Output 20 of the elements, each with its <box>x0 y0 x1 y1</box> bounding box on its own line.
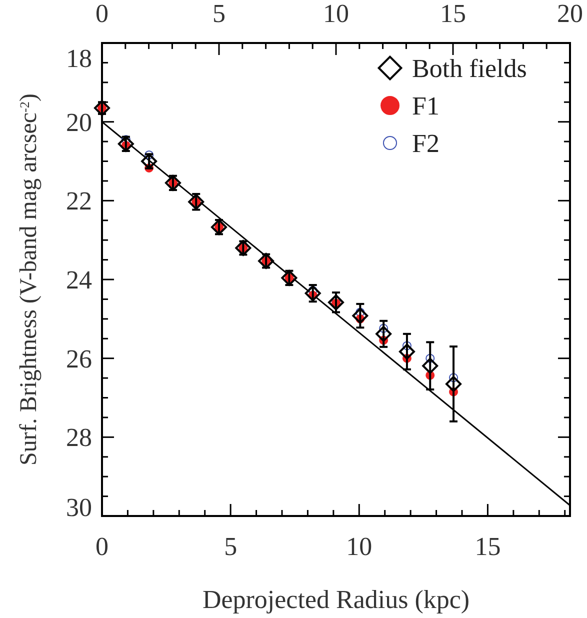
x2-tick-label: 20 <box>557 0 583 28</box>
y-tick-label: 28 <box>66 423 92 452</box>
x-tick-label: 10 <box>346 532 372 561</box>
y-tick-label: 18 <box>66 44 92 73</box>
y-tick-label: 26 <box>66 344 92 374</box>
x2-tick-label: 5 <box>212 0 226 28</box>
y-tick-label: 20 <box>66 108 92 137</box>
y-tick-label: 22 <box>66 186 92 216</box>
x-tick-label: 0 <box>96 532 108 561</box>
x2-tick-label: 10 <box>323 0 349 28</box>
legend-label: Both fields <box>412 54 527 83</box>
x2-tick-label: 15 <box>440 0 466 28</box>
x-tick-label: 15 <box>474 532 501 561</box>
y-tick-label: 30 <box>66 493 92 522</box>
legend-label: F1 <box>412 92 440 120</box>
legend-label: F2 <box>412 129 440 158</box>
x-tick-label: 5 <box>224 532 238 561</box>
y-tick-label: 24 <box>66 266 92 294</box>
x-axis-title: Deprojected Radius (kpc) <box>202 585 470 614</box>
x2-tick-label: 0 <box>96 0 108 28</box>
